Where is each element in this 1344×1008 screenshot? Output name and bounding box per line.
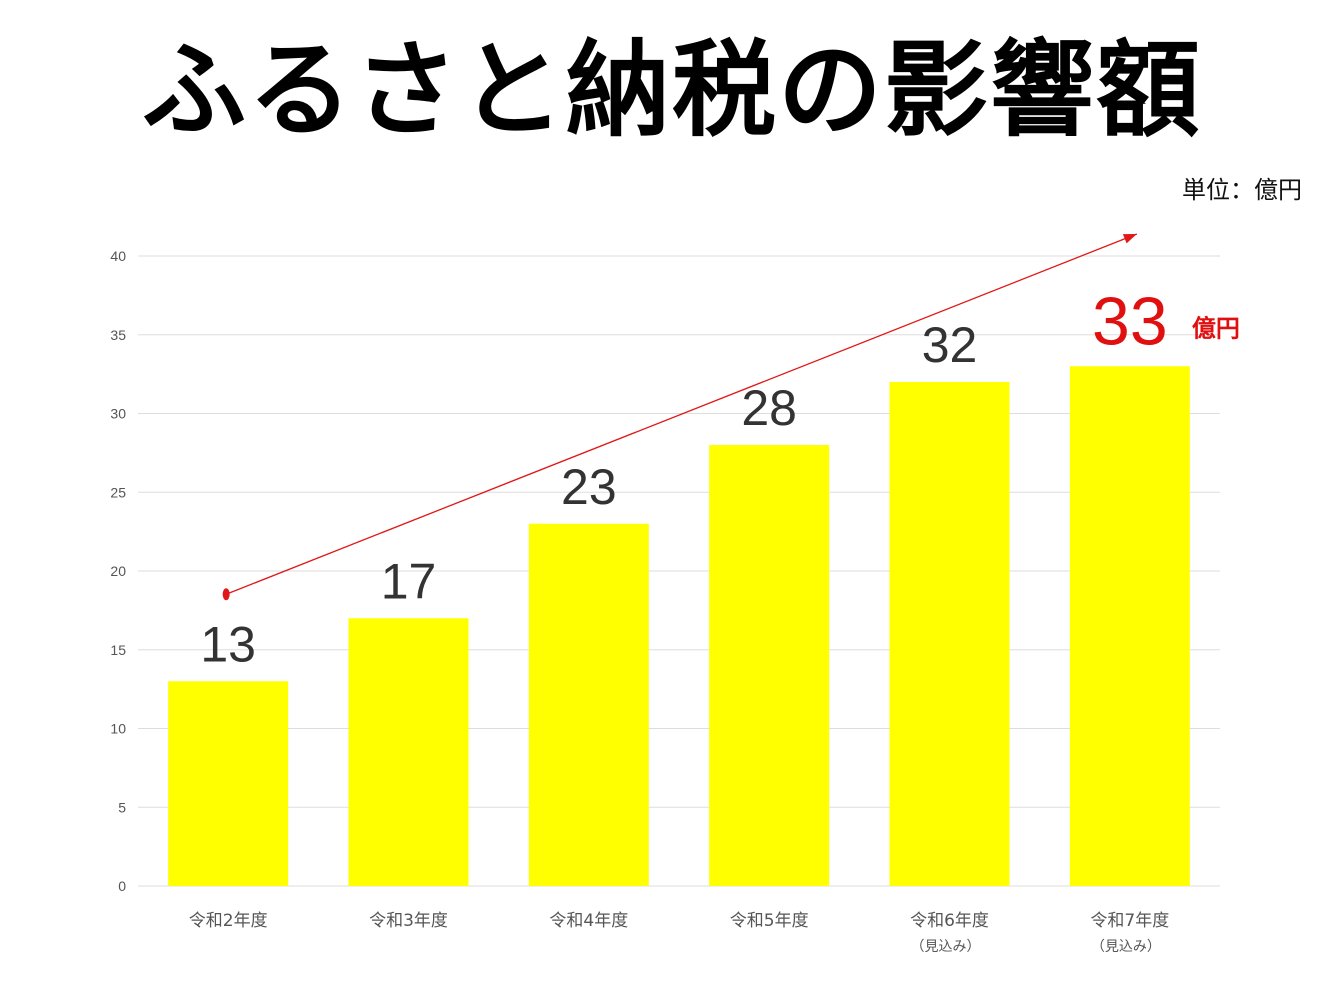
bar xyxy=(348,618,469,886)
y-tick-label: 5 xyxy=(118,799,126,815)
x-tick-label: 令和7年度 xyxy=(1090,911,1169,931)
highlight-value-label: 33 xyxy=(1092,283,1168,359)
x-tick-label: 令和2年度 xyxy=(189,911,268,931)
trend-arrow-head xyxy=(1122,234,1137,244)
highlight-unit-label: 億円 xyxy=(1192,314,1240,342)
unit-label: 単位：億円 xyxy=(1182,176,1302,204)
bar xyxy=(889,382,1010,886)
y-tick-label: 20 xyxy=(110,563,126,579)
bar xyxy=(709,445,830,886)
bar xyxy=(168,681,289,886)
y-tick-label: 10 xyxy=(110,721,126,737)
value-label: 13 xyxy=(200,616,256,672)
x-tick-label: 令和6年度 xyxy=(910,911,989,931)
y-tick-label: 15 xyxy=(110,642,126,658)
x-tick-sublabel: （見込み） xyxy=(1091,939,1161,955)
value-label: 23 xyxy=(561,459,617,515)
value-label: 28 xyxy=(741,380,797,436)
chart-title: ふるさと納税の影響額 xyxy=(141,29,1202,151)
y-tick-label: 35 xyxy=(110,327,126,343)
bar xyxy=(528,523,649,886)
bar xyxy=(1069,366,1190,886)
value-label: 32 xyxy=(922,317,978,373)
trend-arrow-line xyxy=(225,233,1138,595)
value-label: 17 xyxy=(381,553,437,609)
y-tick-label: 0 xyxy=(118,878,126,894)
x-tick-label: 令和3年度 xyxy=(369,911,448,931)
x-tick-sublabel: （見込み） xyxy=(911,939,981,955)
x-tick-label: 令和5年度 xyxy=(730,911,809,931)
x-tick-label: 令和4年度 xyxy=(549,911,628,931)
y-tick-label: 25 xyxy=(110,484,126,500)
y-tick-label: 30 xyxy=(110,406,126,422)
y-tick-label: 40 xyxy=(110,248,126,264)
